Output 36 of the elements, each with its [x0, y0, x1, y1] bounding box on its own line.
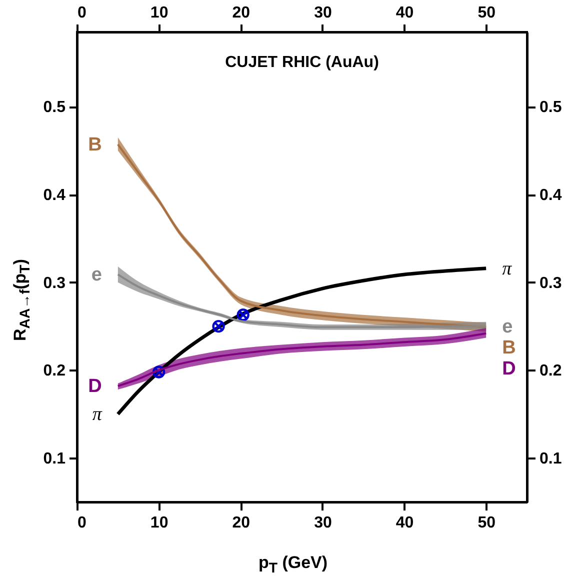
x-tick-label: 20	[232, 4, 250, 22]
x2-tick-label: 30	[314, 514, 332, 532]
x-tick-label: 50	[478, 4, 496, 22]
y-tick-label: 0.5	[43, 99, 66, 116]
y-tick-label: 0.3	[43, 274, 66, 292]
x-tick-label: 40	[396, 4, 414, 22]
x-tick-label: 0	[78, 4, 86, 22]
series-label: D	[88, 376, 102, 398]
line-series	[116, 266, 488, 416]
series-label: π	[92, 404, 102, 426]
text: D	[502, 358, 516, 380]
y-tick-label: 0.2	[43, 362, 66, 380]
y2-tick-label: 0.3	[540, 274, 562, 292]
x-axis-title: p$_{T}$ (GeV)	[257, 553, 329, 576]
text: CUJET RHIC (AuAu)	[225, 54, 379, 71]
y2-tick-label: 0.4	[540, 187, 562, 204]
x-tick-label: 30	[314, 4, 332, 22]
y2-tick-label: 0.5	[540, 99, 562, 116]
series-label: e	[91, 264, 102, 286]
point	[236, 308, 250, 322]
x2-tick-label: 40	[396, 514, 414, 532]
point	[212, 320, 225, 333]
y-tick-label: 0.1	[43, 450, 66, 468]
text: π	[502, 258, 512, 280]
point	[152, 366, 166, 378]
y2-tick-label: 0.1	[540, 450, 562, 468]
text: B	[502, 337, 516, 358]
x2-tick-label: 10	[150, 514, 168, 532]
x2-tick-label: 20	[232, 514, 250, 532]
x-tick-label: 10	[150, 4, 168, 22]
y-tick-label: 0.4	[43, 187, 66, 204]
series-label: B	[88, 134, 102, 156]
x2-tick-label: 50	[478, 514, 496, 532]
y2-tick-label: 0.2	[540, 362, 562, 380]
text: e	[502, 316, 513, 338]
x2-tick-label: 0	[78, 514, 86, 532]
